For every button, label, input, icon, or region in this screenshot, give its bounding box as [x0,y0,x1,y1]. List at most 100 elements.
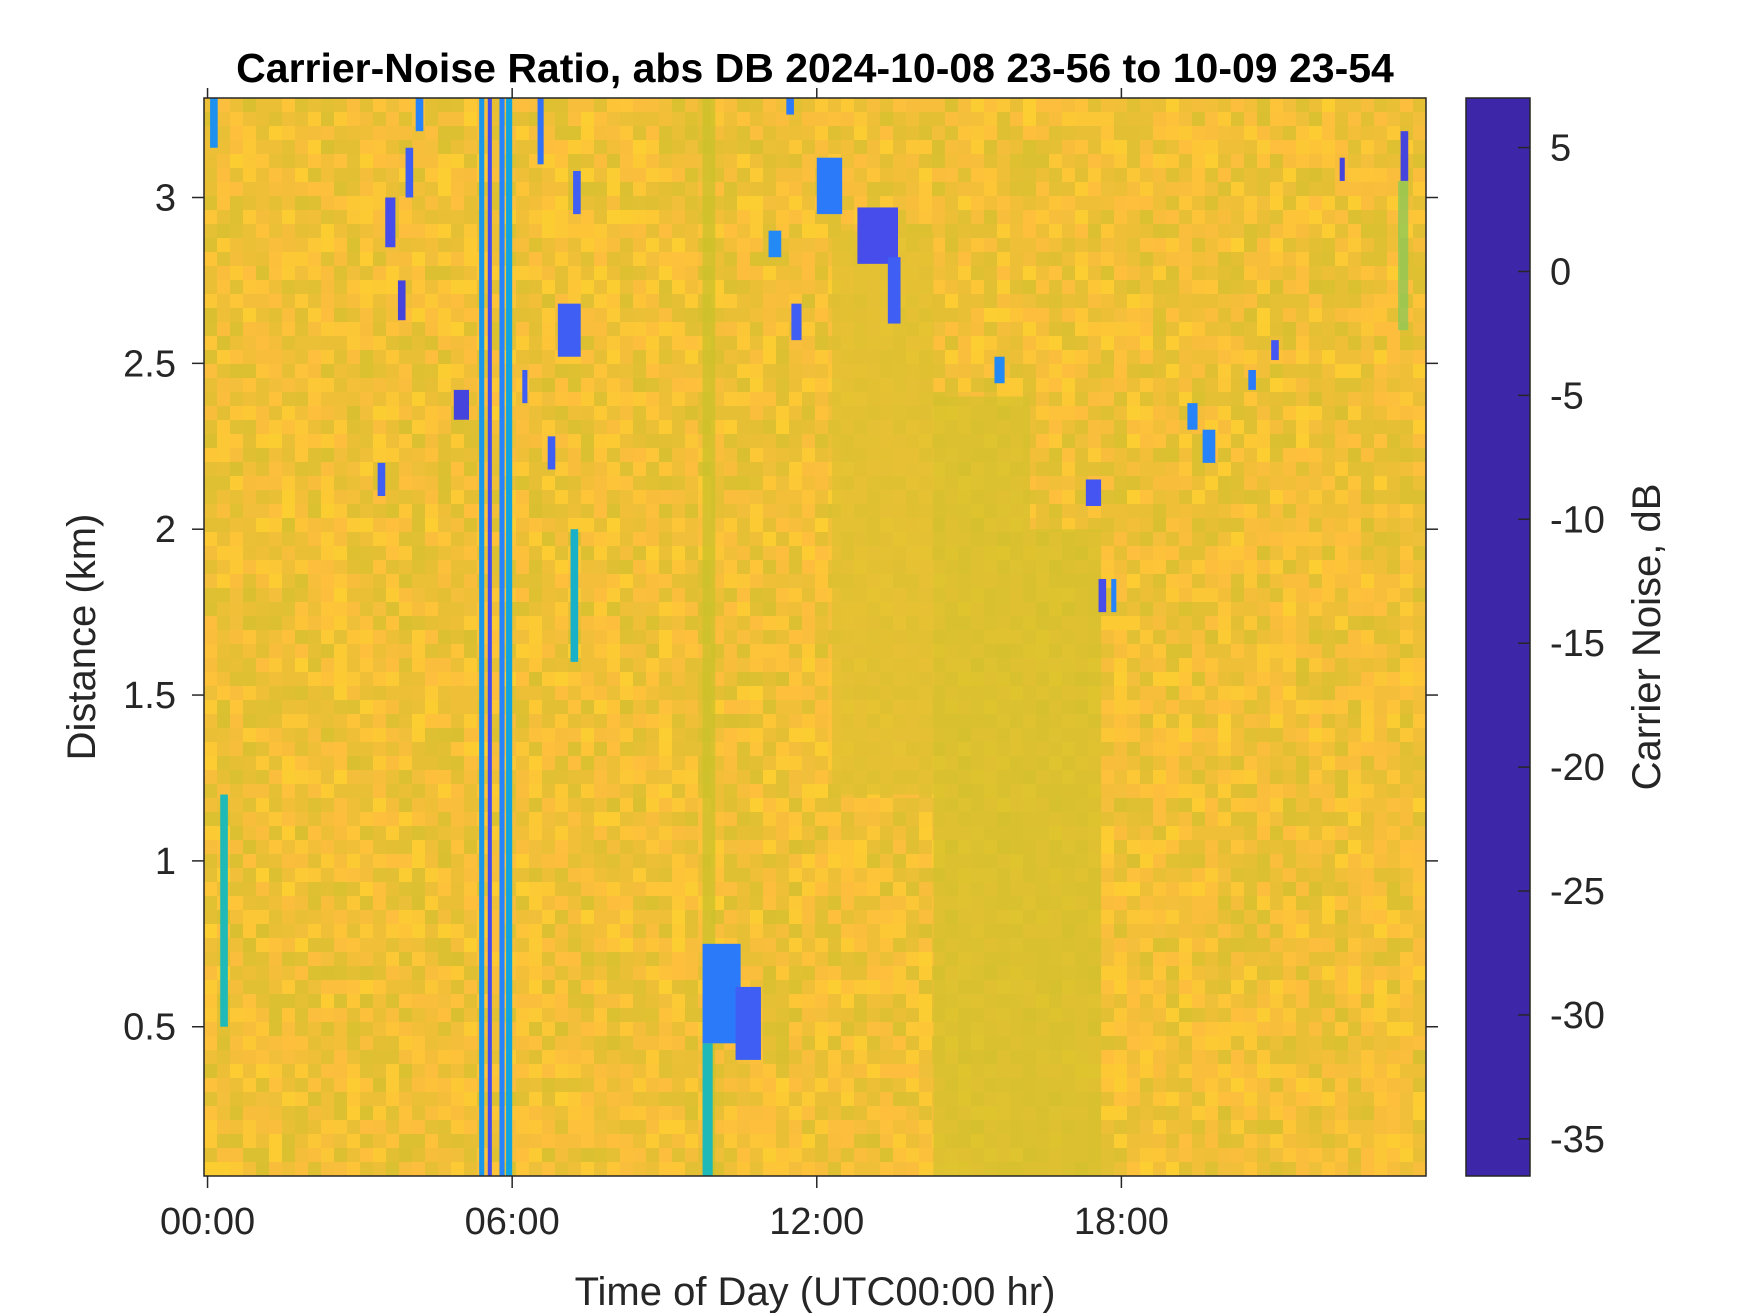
heatmap-cell [737,182,750,196]
heatmap-cell [1101,714,1114,728]
heatmap-cell [1205,826,1218,840]
heatmap-cell [1374,756,1387,770]
heatmap-cell [1101,336,1114,350]
heatmap-cell [1270,588,1283,602]
heatmap-cell [906,196,919,210]
heatmap-cell [282,588,295,602]
heatmap-cell [1309,574,1322,588]
heatmap-cell [958,224,971,238]
heatmap-cell [217,266,230,280]
heatmap-cell [295,574,308,588]
heatmap-cell [1114,406,1127,420]
heatmap-cell [1205,154,1218,168]
heatmap-cell [1088,126,1101,140]
heatmap-cell [802,434,815,448]
heatmap-cell [555,280,568,294]
heatmap-cell [529,280,542,294]
heatmap-cell [308,294,321,308]
heatmap-cell [360,448,373,462]
heatmap-cell [373,532,386,546]
heatmap-cell [1387,98,1400,112]
heatmap-cell [1348,182,1361,196]
heatmap-cell [594,532,607,546]
heatmap-cell [516,742,529,756]
heatmap-cell [1101,266,1114,280]
heatmap-cell [1296,518,1309,532]
heatmap-cell [217,336,230,350]
heatmap-cell [230,574,243,588]
heatmap-cell [230,154,243,168]
heatmap-cell [425,350,438,364]
heatmap-cell [516,448,529,462]
heatmap-cell [815,294,828,308]
heatmap-cell [308,322,321,336]
heatmap-cell [373,504,386,518]
heatmap-cell [1283,532,1296,546]
heatmap-cell [776,826,789,840]
heatmap-cell [672,448,685,462]
heatmap-cell [1192,560,1205,574]
heatmap-cell [633,322,646,336]
heatmap-cell [685,588,698,602]
heatmap-cell [1400,770,1413,784]
heatmap-cell [464,294,477,308]
heatmap-cell [633,112,646,126]
heatmap-cell [243,182,256,196]
heatmap-cell [789,574,802,588]
heatmap-cell [243,574,256,588]
heatmap-cell [1374,336,1387,350]
heatmap-cell [802,322,815,336]
heatmap-cell [1153,196,1166,210]
heatmap-cell [646,602,659,616]
heatmap-cell [295,658,308,672]
heatmap-cell [529,756,542,770]
heatmap-cell [425,770,438,784]
heatmap-cell [724,504,737,518]
heatmap-cell [1348,196,1361,210]
heatmap-cell [594,98,607,112]
heatmap-cell [1257,658,1270,672]
heatmap-cell [581,756,594,770]
heatmap-cell [321,798,334,812]
heatmap-cell [1270,742,1283,756]
heatmap-cell [646,462,659,476]
heatmap-cell [542,392,555,406]
heatmap-cell [1192,574,1205,588]
heatmap-cell [1114,112,1127,126]
heatmap-cell [750,350,763,364]
heatmap-cell [1374,504,1387,518]
heatmap-cell [594,224,607,238]
heatmap-cell [776,532,789,546]
heatmap-cell [1205,574,1218,588]
heatmap-cell [269,742,282,756]
heatmap-cell [1335,140,1348,154]
heatmap-cell [1153,714,1166,728]
heatmap-cell [282,700,295,714]
heatmap-cell [1348,168,1361,182]
heatmap-cell [1270,602,1283,616]
heatmap-cell [360,140,373,154]
heatmap-cell [399,378,412,392]
heatmap-cell [230,420,243,434]
heatmap-cell [425,266,438,280]
heatmap-cell [425,252,438,266]
heatmap-cell [204,518,217,532]
heatmap-cell [295,126,308,140]
heatmap-cell [1296,532,1309,546]
heatmap-cell [1283,518,1296,532]
heatmap-cell [646,812,659,826]
heatmap-cell [1296,504,1309,518]
heatmap-cell [1166,770,1179,784]
heatmap-cell [360,462,373,476]
heatmap-cell [464,350,477,364]
heatmap-cell [724,406,737,420]
heatmap-cell [516,504,529,518]
heatmap-cell [282,378,295,392]
heatmap-cell [672,518,685,532]
heatmap-cell [217,280,230,294]
heatmap-cell [1062,182,1075,196]
heatmap-cell [542,98,555,112]
heatmap-cell [1374,560,1387,574]
heatmap-cell [1205,140,1218,154]
heatmap-cell [1062,238,1075,252]
